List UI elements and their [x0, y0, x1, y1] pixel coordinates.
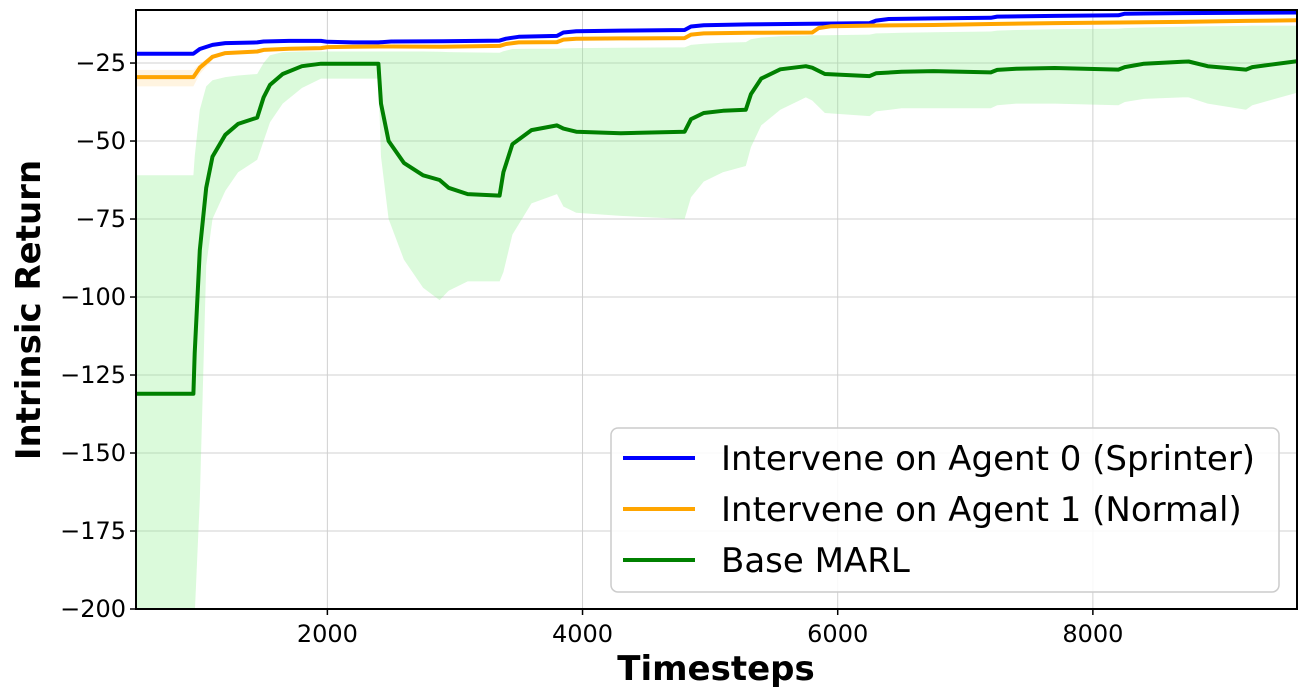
base-marl-band: [136, 25, 1297, 609]
y-tick-label: −200: [60, 595, 126, 623]
legend-label-base-marl: Base MARL: [721, 541, 910, 581]
y-tick-label: −50: [75, 127, 126, 155]
y-tick-label: −125: [60, 361, 126, 389]
series-lines: [136, 10, 1297, 396]
y-tick-label: −150: [60, 439, 126, 467]
x-axis-label: Timesteps: [617, 649, 814, 689]
y-tick-label: −75: [75, 205, 126, 233]
y-axis-label: Intrinsic Return: [9, 160, 49, 460]
agent1-line: [136, 18, 1297, 80]
legend-label-agent1: Intervene on Agent 1 (Normal): [721, 490, 1242, 530]
agent1-band: [136, 54, 213, 87]
x-tick-label: 2000: [297, 620, 358, 648]
y-tick-label: −175: [60, 517, 126, 545]
axis-ticks: 2000 4000 6000 8000 −200 −175 −150 −125 −100 −75 −…: [60, 49, 1123, 648]
x-tick-label: 8000: [1062, 620, 1123, 648]
base-marl-line: [136, 59, 1297, 396]
y-tick-label: −25: [75, 49, 126, 77]
legend: Intervene on Agent 0 (Sprinter) Interven…: [610, 427, 1280, 593]
legend-label-agent0: Intervene on Agent 0 (Sprinter): [721, 439, 1255, 479]
plot-frame: [135, 9, 1298, 610]
x-tick-label: 6000: [807, 620, 868, 648]
x-tick-label: 4000: [552, 620, 613, 648]
y-tick-label: −100: [60, 283, 126, 311]
agent0-line: [136, 10, 1297, 56]
legend-box: [610, 427, 1280, 593]
